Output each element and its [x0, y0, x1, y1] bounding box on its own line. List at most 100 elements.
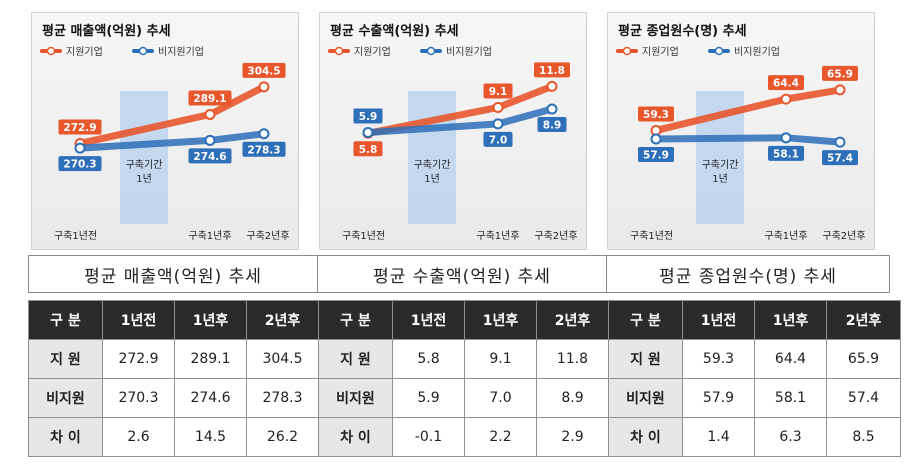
- legend-label: 비지원기업: [446, 45, 492, 58]
- table-cell: 9.1: [464, 339, 537, 379]
- data-label-box: [58, 119, 102, 135]
- data-label: 57.9: [643, 150, 669, 162]
- table-cell: 289.1: [174, 339, 247, 379]
- table-cell: 64.4: [754, 339, 827, 379]
- table-cell: 7.0: [464, 378, 537, 418]
- data-point: [204, 108, 216, 120]
- x-tick-label: 구축2년후: [822, 230, 865, 242]
- period-band: [408, 91, 456, 224]
- data-point: [204, 134, 216, 146]
- data-label: 304.5: [247, 65, 280, 77]
- data-label-box: [353, 108, 383, 124]
- data-label-box: [242, 62, 286, 78]
- legend-marker: [334, 46, 344, 56]
- table-cell: 272.9: [102, 339, 175, 379]
- table-header-cell: 1년전: [682, 300, 755, 340]
- chart-title: 평균 수출액(억원) 추세: [330, 23, 459, 39]
- x-tick-label: 구축2년후: [534, 230, 577, 242]
- data-point: [650, 133, 662, 145]
- data-label-box: [188, 148, 232, 164]
- x-tick-label: 구축1년후: [188, 230, 231, 242]
- legend-marker: [426, 46, 436, 56]
- caption-employees: 평균 종업원수(명) 추세: [606, 255, 890, 293]
- table-cell: 2.9: [536, 417, 609, 457]
- period-band: [120, 91, 168, 224]
- chart-title: 평균 매출액(억원) 추세: [42, 23, 171, 39]
- chart-panel-exports: 평균 수출액(억원) 추세 지원기업 비지원기업 구축기간 1년 구축1년전 구축1년후 구축…: [319, 12, 587, 250]
- legend-marker: [46, 46, 56, 56]
- table-header-cell: 2년후: [536, 300, 609, 340]
- table-cell: 59.3: [682, 339, 755, 379]
- table-cell: 2.2: [464, 417, 537, 457]
- table-header-cell: 1년후: [754, 300, 827, 340]
- data-label: 272.9: [63, 122, 96, 134]
- data-point: [362, 127, 374, 139]
- table-row-nonsupport: 비지원 270.3 274.6 278.3 비지원 5.9 7.0 8.9 비지…: [28, 378, 901, 418]
- period-label: 구축기간: [414, 159, 451, 171]
- data-label-box: [638, 147, 674, 163]
- period-label: 1년: [712, 173, 728, 185]
- data-point: [834, 84, 846, 96]
- series-line: [652, 134, 844, 146]
- table-row-label: 지 원: [28, 339, 103, 379]
- data-label-box: [822, 150, 858, 166]
- table-cell: 5.8: [392, 339, 465, 379]
- table-row-label: 지 원: [318, 339, 393, 379]
- table-header-cell: 2년후: [826, 300, 901, 340]
- table-header-cell: 2년후: [246, 300, 319, 340]
- period-label: 1년: [424, 173, 440, 185]
- table-header-cell: 1년후: [464, 300, 537, 340]
- legend-label: 지원기업: [66, 45, 103, 58]
- x-tick-label: 구축1년후: [764, 230, 807, 242]
- table-row-difference: 차 이 2.6 14.5 26.2 차 이 -0.1 2.2 2.9 차 이 1…: [28, 417, 901, 457]
- data-point: [492, 101, 504, 113]
- table-cell: 11.8: [536, 339, 609, 379]
- data-point: [834, 136, 846, 148]
- data-label-box: [483, 83, 513, 99]
- table-cell: 57.9: [682, 378, 755, 418]
- data-label-box: [638, 106, 674, 122]
- data-label-box: [242, 141, 286, 157]
- table-cell: 8.5: [826, 417, 901, 457]
- legend-marker: [714, 46, 724, 56]
- x-tick-label: 구축1년전: [630, 230, 673, 242]
- data-point: [780, 93, 792, 105]
- data-point: [74, 142, 86, 154]
- chart-panel-sales: 평균 매출액(억원) 추세 지원기업 비지원기업 구축기간 1년 구축1년전 구축1년후 구축…: [31, 12, 299, 250]
- period-label: 1년: [136, 173, 152, 185]
- series-line: [652, 86, 844, 134]
- table-row-label: 차 이: [318, 417, 393, 457]
- table-cell: 304.5: [246, 339, 319, 379]
- table-cell: 57.4: [826, 378, 901, 418]
- data-label-box: [188, 90, 232, 106]
- x-tick-label: 구축1년후: [476, 230, 519, 242]
- summary-table: 구 분 1년전 1년후 2년후 구 분 1년전 1년후 2년후 구 분 1년전 …: [28, 300, 901, 457]
- table-row-label: 지 원: [608, 339, 683, 379]
- table-header-row: 구 분 1년전 1년후 2년후 구 분 1년전 1년후 2년후 구 분 1년전 …: [28, 300, 901, 340]
- data-label-box: [353, 141, 383, 157]
- table-header-cell: 구 분: [318, 300, 393, 340]
- x-tick-label: 구축2년후: [246, 230, 289, 242]
- table-cell: -0.1: [392, 417, 465, 457]
- legend-marker: [138, 46, 148, 56]
- caption-sales: 평균 매출액(억원) 추세: [28, 255, 318, 293]
- period-label: 구축기간: [702, 159, 739, 171]
- data-label: 65.9: [827, 68, 853, 80]
- chart-panel-employees: 평균 종업원수(명) 추세 지원기업 비지원기업 구축기간 1년 구축1년전 구축1년후 구축…: [607, 12, 875, 250]
- data-point: [546, 80, 558, 92]
- table-cell: 270.3: [102, 378, 175, 418]
- data-label: 7.0: [489, 134, 508, 146]
- x-tick-label: 구축1년전: [342, 230, 385, 242]
- data-label-box: [822, 65, 858, 81]
- legend-label: 비지원기업: [158, 45, 204, 58]
- table-cell: 278.3: [246, 378, 319, 418]
- table-cell: 2.6: [102, 417, 175, 457]
- legend-marker: [622, 46, 632, 56]
- data-point: [492, 118, 504, 130]
- data-point: [258, 128, 270, 140]
- data-label: 289.1: [193, 93, 226, 105]
- data-label-box: [768, 145, 804, 161]
- legend-label: 비지원기업: [734, 45, 780, 58]
